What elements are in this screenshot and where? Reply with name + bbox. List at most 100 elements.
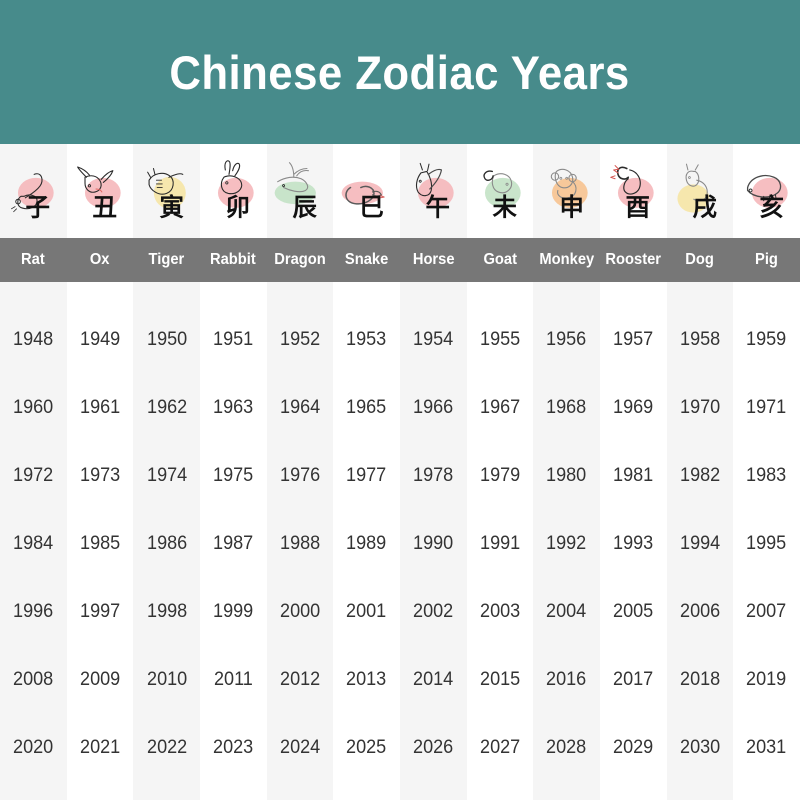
year-cell-rooster-1969[interactable]: 1969 xyxy=(600,373,667,441)
year-cell-rabbit-1951[interactable]: 1951 xyxy=(200,305,267,373)
year-cell-rooster-1957[interactable]: 1957 xyxy=(600,305,667,373)
zodiac-icon-cell-tiger[interactable]: 寅 xyxy=(133,144,200,238)
year-cell-tiger-1950[interactable]: 1950 xyxy=(133,305,200,373)
year-cell-rat-1948[interactable]: 1948 xyxy=(0,305,67,373)
year-cell-dragon-1952[interactable]: 1952 xyxy=(267,305,334,373)
year-cell-dragon-1964[interactable]: 1964 xyxy=(267,373,334,441)
zodiac-icon-cell-monkey[interactable]: 申 xyxy=(533,144,600,238)
year-cell-horse-1954[interactable]: 1954 xyxy=(400,305,467,373)
year-cell-horse-2026[interactable]: 2026 xyxy=(400,713,467,781)
zodiac-name-cell-dragon[interactable]: Dragon xyxy=(267,238,334,282)
year-cell-snake-1977[interactable]: 1977 xyxy=(333,441,400,509)
year-cell-monkey-1968[interactable]: 1968 xyxy=(533,373,600,441)
year-cell-rat-1972[interactable]: 1972 xyxy=(0,441,67,509)
year-cell-rooster-2029[interactable]: 2029 xyxy=(600,713,667,781)
year-cell-rat-1996[interactable]: 1996 xyxy=(0,577,67,645)
zodiac-name-cell-rat[interactable]: Rat xyxy=(0,238,67,282)
zodiac-icon-cell-rooster[interactable]: 酉 xyxy=(600,144,667,238)
year-cell-dragon-2000[interactable]: 2000 xyxy=(267,577,334,645)
year-cell-dog-1982[interactable]: 1982 xyxy=(667,441,734,509)
year-cell-monkey-2016[interactable]: 2016 xyxy=(533,645,600,713)
year-cell-rooster-1993[interactable]: 1993 xyxy=(600,509,667,577)
year-cell-monkey-1992[interactable]: 1992 xyxy=(533,509,600,577)
year-cell-pig-1983[interactable]: 1983 xyxy=(733,441,800,509)
year-cell-monkey-1956[interactable]: 1956 xyxy=(533,305,600,373)
year-cell-goat-2003[interactable]: 2003 xyxy=(467,577,534,645)
year-cell-pig-2031[interactable]: 2031 xyxy=(733,713,800,781)
year-cell-rat-2020[interactable]: 2020 xyxy=(0,713,67,781)
zodiac-icon-cell-goat[interactable]: 未 xyxy=(467,144,534,238)
zodiac-icon-cell-dragon[interactable]: 辰 xyxy=(267,144,334,238)
year-cell-snake-2025[interactable]: 2025 xyxy=(333,713,400,781)
year-cell-rooster-2017[interactable]: 2017 xyxy=(600,645,667,713)
zodiac-icon-cell-snake[interactable]: 巳 xyxy=(333,144,400,238)
year-cell-dragon-1976[interactable]: 1976 xyxy=(267,441,334,509)
year-cell-horse-2014[interactable]: 2014 xyxy=(400,645,467,713)
year-cell-snake-1989[interactable]: 1989 xyxy=(333,509,400,577)
year-cell-pig-1959[interactable]: 1959 xyxy=(733,305,800,373)
year-cell-goat-2015[interactable]: 2015 xyxy=(467,645,534,713)
year-cell-ox-1973[interactable]: 1973 xyxy=(67,441,134,509)
zodiac-name-cell-ox[interactable]: Ox xyxy=(67,238,134,282)
year-cell-ox-1961[interactable]: 1961 xyxy=(67,373,134,441)
year-cell-goat-1991[interactable]: 1991 xyxy=(467,509,534,577)
year-cell-tiger-2010[interactable]: 2010 xyxy=(133,645,200,713)
year-cell-ox-1997[interactable]: 1997 xyxy=(67,577,134,645)
year-cell-rabbit-1999[interactable]: 1999 xyxy=(200,577,267,645)
year-cell-dog-2018[interactable]: 2018 xyxy=(667,645,734,713)
year-cell-rooster-2005[interactable]: 2005 xyxy=(600,577,667,645)
zodiac-name-cell-goat[interactable]: Goat xyxy=(467,238,534,282)
year-cell-tiger-1962[interactable]: 1962 xyxy=(133,373,200,441)
year-cell-dog-1994[interactable]: 1994 xyxy=(667,509,734,577)
year-cell-monkey-2028[interactable]: 2028 xyxy=(533,713,600,781)
year-cell-dragon-2012[interactable]: 2012 xyxy=(267,645,334,713)
year-cell-snake-1965[interactable]: 1965 xyxy=(333,373,400,441)
year-cell-goat-1967[interactable]: 1967 xyxy=(467,373,534,441)
year-cell-goat-1979[interactable]: 1979 xyxy=(467,441,534,509)
year-cell-dragon-1988[interactable]: 1988 xyxy=(267,509,334,577)
year-cell-dog-1958[interactable]: 1958 xyxy=(667,305,734,373)
zodiac-name-cell-pig[interactable]: Pig xyxy=(733,238,800,282)
year-cell-rabbit-1975[interactable]: 1975 xyxy=(200,441,267,509)
year-cell-rat-1960[interactable]: 1960 xyxy=(0,373,67,441)
year-cell-pig-2019[interactable]: 2019 xyxy=(733,645,800,713)
year-cell-horse-1966[interactable]: 1966 xyxy=(400,373,467,441)
year-cell-dragon-2024[interactable]: 2024 xyxy=(267,713,334,781)
zodiac-name-cell-rooster[interactable]: Rooster xyxy=(600,238,667,282)
zodiac-name-cell-dog[interactable]: Dog xyxy=(667,238,734,282)
year-cell-tiger-1986[interactable]: 1986 xyxy=(133,509,200,577)
year-cell-rabbit-2011[interactable]: 2011 xyxy=(200,645,267,713)
year-cell-snake-2001[interactable]: 2001 xyxy=(333,577,400,645)
year-cell-tiger-1974[interactable]: 1974 xyxy=(133,441,200,509)
year-cell-pig-1995[interactable]: 1995 xyxy=(733,509,800,577)
zodiac-name-cell-tiger[interactable]: Tiger xyxy=(133,238,200,282)
year-cell-rabbit-1963[interactable]: 1963 xyxy=(200,373,267,441)
year-cell-tiger-2022[interactable]: 2022 xyxy=(133,713,200,781)
year-cell-pig-2007[interactable]: 2007 xyxy=(733,577,800,645)
year-cell-tiger-1998[interactable]: 1998 xyxy=(133,577,200,645)
year-cell-ox-2021[interactable]: 2021 xyxy=(67,713,134,781)
zodiac-name-cell-snake[interactable]: Snake xyxy=(333,238,400,282)
zodiac-icon-cell-rabbit[interactable]: 卯 xyxy=(200,144,267,238)
year-cell-dog-2030[interactable]: 2030 xyxy=(667,713,734,781)
zodiac-icon-cell-pig[interactable]: 亥 xyxy=(733,144,800,238)
year-cell-horse-2002[interactable]: 2002 xyxy=(400,577,467,645)
zodiac-name-cell-horse[interactable]: Horse xyxy=(400,238,467,282)
year-cell-dog-2006[interactable]: 2006 xyxy=(667,577,734,645)
year-cell-monkey-2004[interactable]: 2004 xyxy=(533,577,600,645)
zodiac-name-cell-rabbit[interactable]: Rabbit xyxy=(200,238,267,282)
year-cell-rat-1984[interactable]: 1984 xyxy=(0,509,67,577)
year-cell-goat-1955[interactable]: 1955 xyxy=(467,305,534,373)
year-cell-rabbit-2023[interactable]: 2023 xyxy=(200,713,267,781)
year-cell-ox-1985[interactable]: 1985 xyxy=(67,509,134,577)
year-cell-horse-1978[interactable]: 1978 xyxy=(400,441,467,509)
zodiac-icon-cell-dog[interactable]: 戌 xyxy=(667,144,734,238)
year-cell-rat-2008[interactable]: 2008 xyxy=(0,645,67,713)
year-cell-ox-2009[interactable]: 2009 xyxy=(67,645,134,713)
zodiac-icon-cell-rat[interactable]: 子 xyxy=(0,144,67,238)
year-cell-goat-2027[interactable]: 2027 xyxy=(467,713,534,781)
year-cell-snake-1953[interactable]: 1953 xyxy=(333,305,400,373)
year-cell-rooster-1981[interactable]: 1981 xyxy=(600,441,667,509)
zodiac-name-cell-monkey[interactable]: Monkey xyxy=(533,238,600,282)
year-cell-snake-2013[interactable]: 2013 xyxy=(333,645,400,713)
